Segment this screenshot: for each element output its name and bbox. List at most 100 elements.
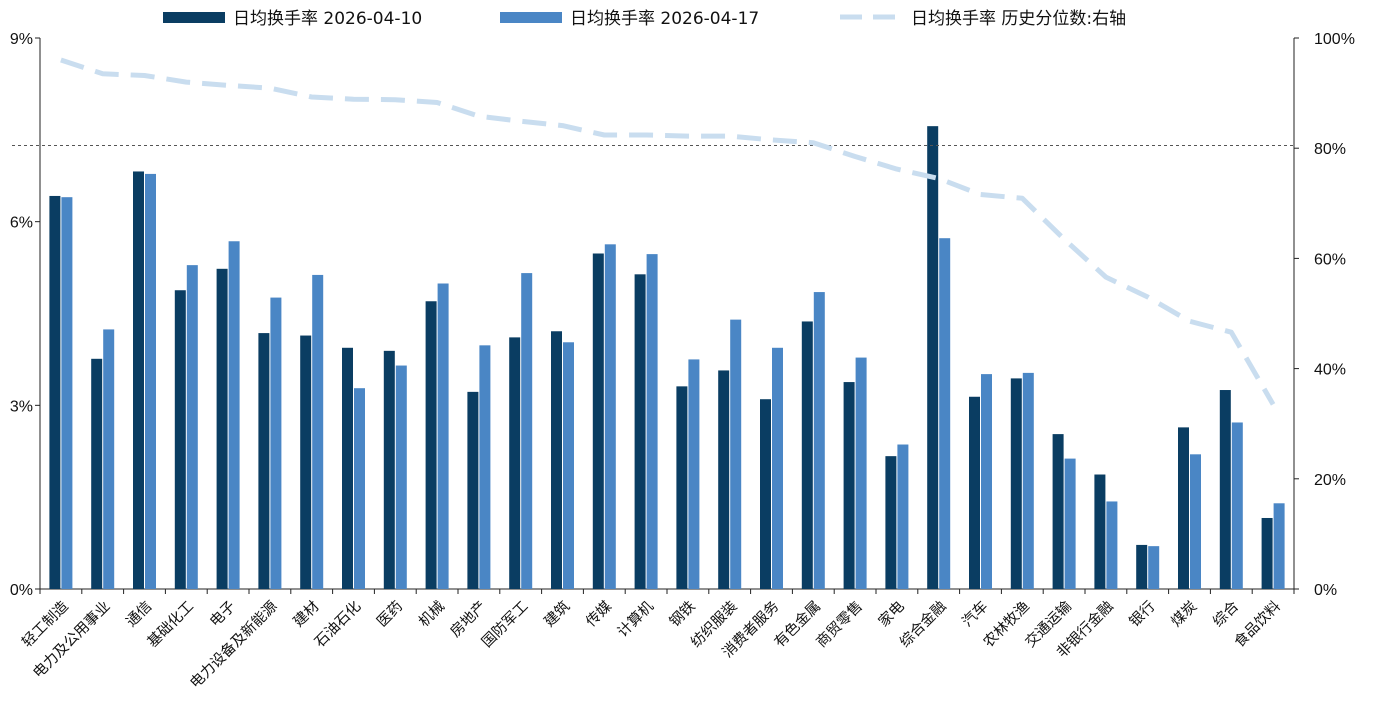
left-tick-label: 0%	[10, 582, 33, 599]
bar-series-b	[521, 273, 533, 589]
category-label: 食品饮料	[1231, 598, 1284, 651]
bar-series-b	[1064, 458, 1076, 589]
bar-series-b	[1022, 372, 1034, 589]
bar-series-a	[1136, 544, 1148, 589]
bar-series-b	[61, 197, 73, 589]
legend-label-line: 日均换手率 历史分位数:右轴	[911, 9, 1126, 29]
bar-series-b	[228, 241, 240, 589]
right-tick-label: 60%	[1314, 251, 1346, 268]
bar-series-a	[801, 321, 813, 589]
bar-series-b	[939, 238, 951, 590]
bar-series-a	[300, 335, 312, 589]
category-label: 煤炭	[1168, 598, 1201, 631]
bar-series-a	[1094, 474, 1106, 589]
category-label: 国防军工	[478, 598, 531, 651]
bar-series-a	[91, 358, 103, 589]
bar-series-b	[437, 283, 449, 589]
bar-series-a	[551, 331, 562, 589]
bar-series-b	[1273, 503, 1285, 589]
bar-series-a	[258, 333, 270, 589]
bar-series-a	[969, 396, 980, 589]
category-label: 银行	[1126, 598, 1159, 631]
category-label: 钢铁	[666, 598, 699, 631]
legend-swatch-series-a	[163, 12, 225, 23]
right-tick-label: 0%	[1314, 582, 1337, 599]
bar-series-a	[676, 386, 688, 589]
category-label: 电力及公用事业	[30, 598, 114, 682]
bar-series-a	[425, 301, 437, 589]
category-label: 传媒	[583, 597, 616, 630]
bar-series-a	[760, 399, 771, 589]
category-label: 家电	[875, 598, 908, 631]
right-tick-label: 40%	[1314, 362, 1346, 379]
bar-series-b	[1190, 454, 1201, 589]
category-label: 综合	[1210, 597, 1243, 630]
bar-series-a	[1010, 378, 1022, 589]
bar-series-a	[509, 337, 521, 589]
right-tick-label: 80%	[1314, 141, 1346, 158]
bar-series-a	[342, 347, 353, 589]
bar-series-a	[133, 171, 144, 589]
bar-series-a	[1219, 390, 1231, 589]
bar-series-b	[354, 388, 365, 589]
category-label: 汽车	[959, 598, 992, 631]
bar-series-a	[49, 195, 61, 589]
bar-series-a	[1261, 517, 1273, 589]
bar-series-b	[604, 244, 616, 589]
bar-series-b	[688, 359, 700, 589]
legend-label-series-b: 日均换手率 2026-04-17	[570, 9, 759, 29]
bar-series-b	[897, 444, 909, 589]
bar-series-a	[592, 253, 604, 589]
category-label: 建筑	[541, 597, 574, 630]
axes: 0% 3% 6% 9% 0% 20% 40% 60% 80% 100%	[10, 31, 1355, 599]
category-label: 基础化工	[144, 598, 197, 651]
percentile-line	[60, 57, 1276, 406]
category-label: 通信	[123, 598, 156, 631]
right-tick-label: 20%	[1314, 472, 1346, 489]
bar-series-a	[216, 268, 228, 589]
bar-series-a	[843, 382, 855, 589]
left-tick-label: 6%	[10, 215, 33, 232]
bar-series-a	[1178, 427, 1189, 589]
legend: 日均换手率 2026-04-10 日均换手率 2026-04-17 日均换手率 …	[163, 9, 1126, 29]
legend-swatch-series-b	[500, 12, 562, 23]
bar-series-b	[730, 319, 742, 589]
bar-series-a	[1052, 434, 1064, 589]
left-tick-label: 3%	[10, 398, 33, 415]
category-label: 石油石化	[311, 598, 364, 651]
category-label: 建材	[290, 598, 323, 631]
legend-label-series-a: 日均换手率 2026-04-10	[233, 9, 422, 29]
category-label: 计算机	[614, 597, 657, 640]
bar-series-b	[855, 357, 867, 589]
category-label: 商贸零售	[813, 598, 866, 651]
bar-series-b	[270, 297, 282, 589]
bar-series-b	[646, 254, 658, 589]
bar-series-a	[634, 274, 646, 589]
bar-series-b	[563, 342, 574, 589]
bar-series-b	[103, 329, 115, 589]
bar-series-b	[395, 365, 407, 589]
bar-series-b	[1231, 422, 1243, 589]
bar-series-a	[927, 126, 939, 589]
category-label: 医药	[374, 598, 407, 631]
percentile-overlay	[12, 57, 1294, 406]
bar-series-a	[885, 456, 897, 589]
bar-series-a	[383, 350, 395, 589]
category-label: 电子	[206, 598, 239, 631]
bar-series-b	[772, 347, 783, 589]
bar-series-b	[1148, 546, 1160, 589]
bar-series-a	[467, 391, 479, 589]
category-label: 机械	[415, 598, 448, 631]
bar-series-b	[1106, 501, 1118, 589]
bar-series-b	[981, 374, 992, 589]
bar-series-a	[174, 290, 186, 589]
bar-series-b	[186, 265, 198, 589]
left-tick-label: 9%	[10, 31, 33, 48]
bar-series-a	[718, 370, 730, 589]
bar-series-b	[813, 292, 825, 589]
bar-series-b	[145, 173, 156, 589]
bar-series-b	[312, 274, 324, 589]
bar-series-b	[479, 345, 491, 589]
